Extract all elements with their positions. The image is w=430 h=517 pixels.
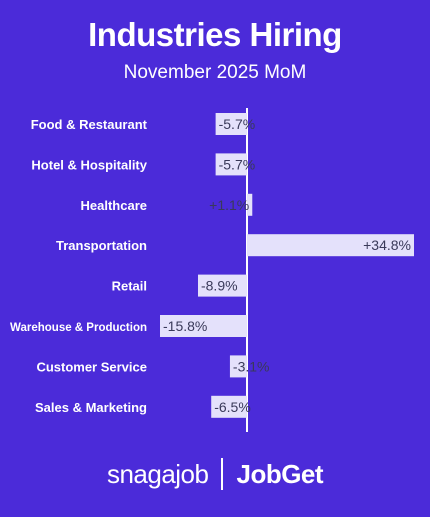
category-label: Transportation <box>56 238 147 253</box>
category-label: Warehouse & Production <box>10 322 147 334</box>
logo-divider <box>221 458 224 490</box>
bar <box>160 315 247 337</box>
category-label: Customer Service <box>36 359 147 374</box>
category-label: Hotel & Hospitality <box>31 157 147 172</box>
bar <box>211 395 247 418</box>
chart-title: Industries Hiring <box>88 16 342 53</box>
jobget-logo: JobGet <box>236 458 324 489</box>
footer-logos: snagajob JobGet <box>0 450 430 498</box>
category-label: Healthcare <box>81 198 147 213</box>
value-label: -5.7% <box>219 156 256 172</box>
value-label: -6.5% <box>214 399 251 415</box>
category-label: Food & Restaurant <box>31 117 148 132</box>
bar <box>215 153 247 176</box>
bar <box>215 113 247 135</box>
bar <box>229 355 247 378</box>
category-label: Sales & Marketing <box>35 400 147 415</box>
category-label: Retail <box>112 279 147 294</box>
chart-subtitle: November 2025 MoM <box>123 62 307 83</box>
value-label: -8.9% <box>201 278 238 294</box>
bar <box>247 193 253 216</box>
value-label: -3.1% <box>233 358 270 374</box>
value-label: +1.1% <box>209 197 249 213</box>
bar <box>197 274 247 297</box>
snagajob-logo: snagajob <box>106 458 209 489</box>
value-label: +34.8% <box>363 237 411 253</box>
bar-chart: Food & Restaurant -5.7% Hotel & Hospitalit… <box>10 108 414 432</box>
bar <box>247 234 414 257</box>
value-label: -15.8% <box>163 318 207 334</box>
value-label: -5.7% <box>219 116 256 132</box>
